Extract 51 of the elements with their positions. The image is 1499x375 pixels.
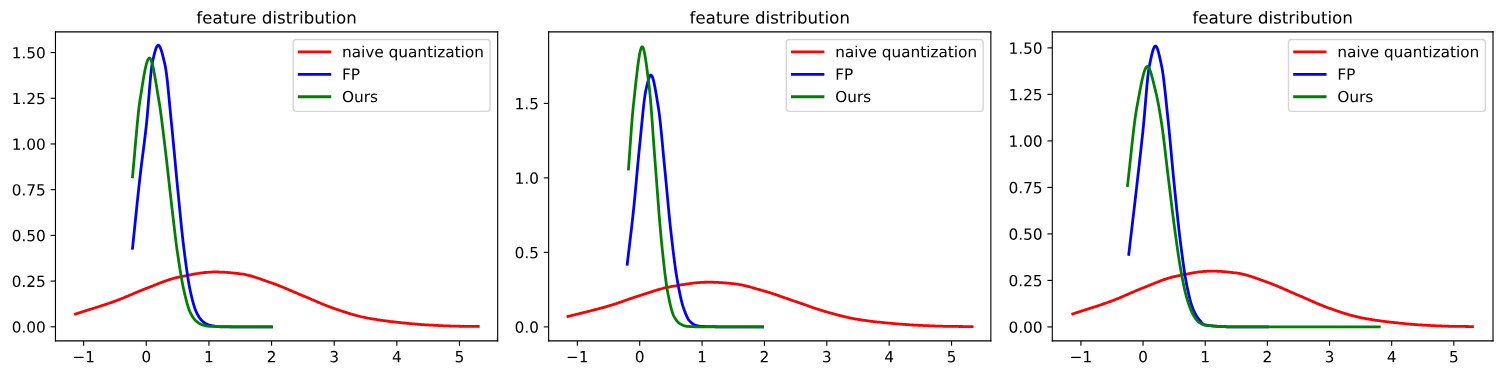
- x-tick-label: −1: [74, 351, 94, 363]
- legend-label: naive quantization: [343, 45, 483, 61]
- y-tick-label: 0.50: [12, 229, 45, 242]
- chart-title: feature distribution: [1192, 10, 1352, 24]
- x-tick-label: 4: [392, 351, 401, 363]
- y-tick-label: 0.25: [1009, 274, 1042, 287]
- y-tick-label: 1.50: [1010, 42, 1042, 54]
- x-tick-label: 1: [205, 351, 213, 363]
- x-tick-label: 5: [947, 351, 956, 363]
- x-tick-label: 4: [885, 351, 894, 363]
- legend-label: Ours: [836, 90, 871, 103]
- x-tick-label: 2: [1263, 350, 1271, 363]
- x-tick-label: 2: [760, 350, 768, 363]
- x-tick-label: 4: [1387, 351, 1396, 363]
- y-tick-label: 0.25: [12, 275, 45, 288]
- y-tick-label: 1.00: [13, 138, 45, 150]
- x-tick-label: 1: [1202, 351, 1209, 363]
- legend-label: naive quantization: [1338, 45, 1478, 61]
- x-tick-label: 3: [330, 350, 338, 363]
- chart-title: feature distribution: [689, 10, 849, 24]
- legend-label: FP: [1338, 68, 1355, 80]
- x-tick-label: 1: [698, 351, 706, 363]
- y-tick-label: 0.75: [1009, 181, 1042, 194]
- y-tick-label: 1.00: [1010, 135, 1042, 147]
- y-tick-label: 1.50: [13, 47, 45, 59]
- x-tick-label: −1: [1071, 351, 1091, 363]
- x-tick-label: 3: [823, 350, 831, 363]
- x-tick-label: 0: [142, 350, 151, 363]
- y-tick-label: 0.0: [515, 321, 538, 333]
- legend-label: Ours: [342, 90, 378, 103]
- legend-label: FP: [836, 68, 853, 80]
- x-tick-label: −1: [567, 351, 588, 363]
- y-tick-label: 0.00: [1009, 321, 1042, 333]
- y-tick-label: 1.25: [13, 92, 45, 105]
- x-tick-label: 5: [1450, 351, 1458, 363]
- y-tick-label: 1.25: [1010, 88, 1042, 101]
- x-tick-label: 3: [1325, 350, 1334, 363]
- x-tick-label: 2: [267, 350, 275, 363]
- x-tick-label: 5: [455, 351, 463, 363]
- y-tick-label: 0.5: [515, 246, 538, 259]
- y-tick-label: 1.0: [516, 172, 538, 184]
- legend-label: FP: [343, 68, 360, 80]
- y-tick-label: 0.75: [12, 184, 45, 196]
- x-tick-label: 0: [635, 350, 644, 363]
- legend-label: naive quantization: [836, 45, 976, 61]
- y-tick-label: 0.50: [1009, 228, 1042, 240]
- legend-label: Ours: [1338, 90, 1373, 103]
- y-tick-label: 1.5: [516, 98, 538, 110]
- x-tick-label: 0: [1139, 350, 1147, 363]
- y-tick-label: 0.00: [12, 321, 45, 333]
- chart-title: feature distribution: [196, 10, 356, 24]
